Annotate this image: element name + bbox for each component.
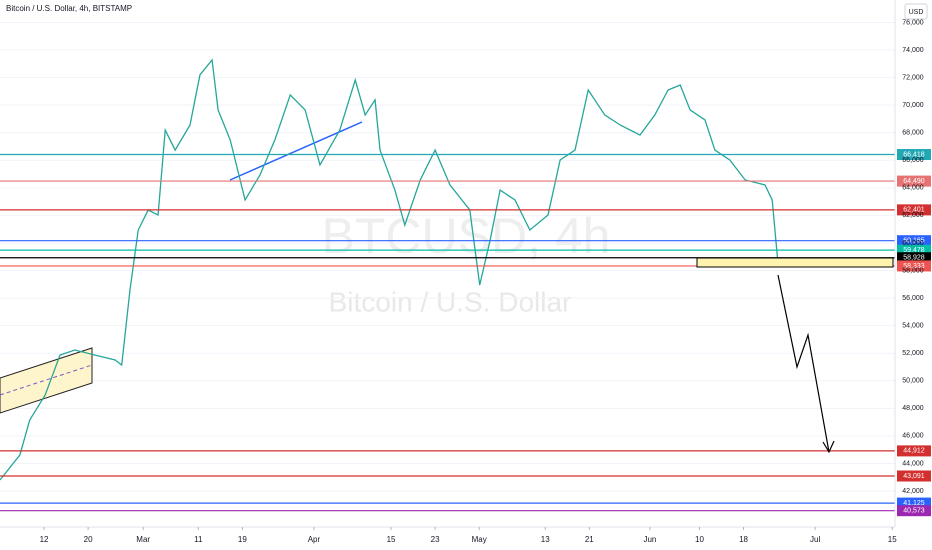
- arrow-head: [822, 440, 835, 454]
- y-tick-label: 68,000: [902, 130, 924, 137]
- level-label: 58,333: [903, 263, 925, 270]
- level-label-box: [897, 445, 931, 457]
- level-label: 43,091: [903, 473, 925, 480]
- level-label: 62,401: [903, 207, 925, 214]
- trend-line: [229, 121, 363, 181]
- level-label-box: [897, 505, 931, 517]
- level-label: 41,125: [903, 500, 925, 507]
- support-zone: [696, 257, 894, 268]
- level-label-box: [897, 252, 931, 264]
- currency-label[interactable]: USD: [909, 9, 924, 16]
- x-tick-label: 21: [585, 535, 594, 544]
- x-tick-label: 10: [695, 535, 704, 544]
- currency-button[interactable]: [904, 3, 928, 20]
- y-tick-label: 54,000: [902, 322, 924, 329]
- x-tick-label: 15: [888, 535, 897, 544]
- y-tick-label: 46,000: [902, 433, 924, 440]
- y-tick-label: 62,000: [902, 212, 924, 219]
- x-tick-label: Apr: [308, 535, 321, 544]
- x-tick-label: Mar: [136, 535, 150, 544]
- channel: [0, 347, 93, 414]
- y-tick-label: 70,000: [902, 102, 924, 109]
- x-tick-label: 13: [541, 535, 550, 544]
- level-label-box: [897, 260, 931, 272]
- y-tick-label: 52,000: [902, 350, 924, 357]
- y-tick-label: 58,000: [902, 267, 924, 274]
- x-tick-label: 18: [739, 535, 748, 544]
- level-label: 66,418: [903, 151, 925, 158]
- y-tick-label: 44,000: [902, 460, 924, 467]
- level-label: 64,490: [903, 178, 925, 185]
- level-label: 58,928: [903, 255, 925, 262]
- level-label-box: [897, 175, 931, 187]
- x-tick-label: 11: [194, 535, 203, 544]
- x-tick-label: 15: [387, 535, 396, 544]
- level-label: 44,912: [903, 448, 925, 455]
- x-tick-label: 12: [40, 535, 49, 544]
- plot: [0, 58, 779, 481]
- level-label-box: [897, 235, 931, 247]
- level-label: 40,573: [903, 508, 925, 515]
- level-label-box: [897, 204, 931, 216]
- projection-arrow: [777, 274, 830, 453]
- y-tick-label: 66,000: [902, 157, 924, 164]
- x-tick-label: May: [472, 535, 487, 544]
- chart-title: Bitcoin / U.S. Dollar, 4h, BITSTAMP: [6, 4, 132, 13]
- level-label: 59,478: [903, 247, 925, 254]
- y-tick-label: 72,000: [902, 74, 924, 81]
- levels: 66,418 64,490 62,401 60,165 59,47858,92858,3…: [0, 149, 931, 517]
- level-label-box: [897, 497, 931, 509]
- x-tick-label: 23: [431, 535, 440, 544]
- y-tick-label: 48,000: [902, 405, 924, 412]
- x-tick-label: Jun: [643, 535, 656, 544]
- x-tick-label: 20: [84, 535, 93, 544]
- grid: [0, 21, 895, 492]
- y-tick-label: 50,000: [902, 378, 924, 385]
- y-tick-label: 74,000: [902, 47, 924, 54]
- y-tick-label: 56,000: [902, 295, 924, 302]
- level-label-box: [897, 470, 931, 482]
- watermark: BTCUSD, 4h: [322, 208, 611, 264]
- x-tick-label: Jul: [810, 535, 820, 544]
- y-tick-label: 60,000: [902, 240, 924, 247]
- y-tick-label: 42,000: [902, 488, 924, 495]
- level-label: 60,165: [903, 238, 925, 245]
- price-line: [0, 58, 779, 481]
- level-label-box: [897, 244, 931, 256]
- y-tick-label: 76,000: [902, 19, 924, 26]
- x-tick-label: 19: [238, 535, 247, 544]
- watermark-subtitle: Bitcoin / U.S. Dollar: [329, 286, 572, 317]
- channel-midline: [0, 364, 93, 396]
- level-label-box: [897, 149, 931, 161]
- y-tick-label: 64,000: [902, 185, 924, 192]
